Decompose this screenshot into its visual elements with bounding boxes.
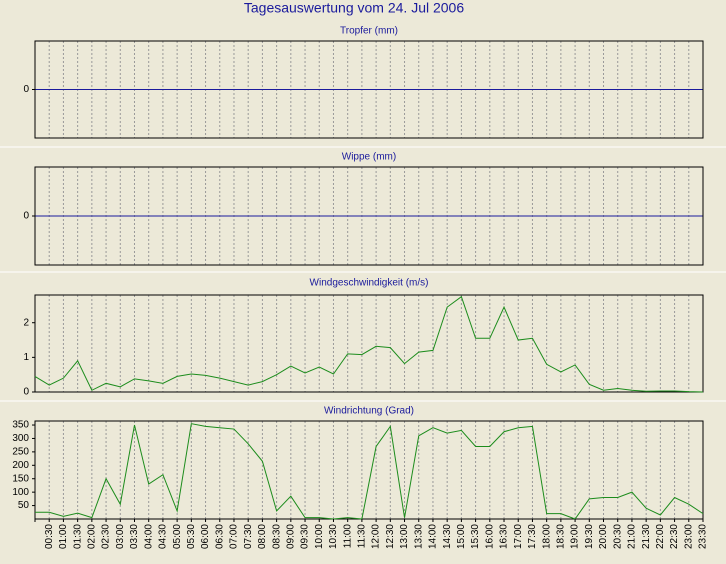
x-tick-label: 06:30 [214,524,225,549]
x-tick-label: 15:00 [456,524,467,549]
y-tick-label: 300 [12,433,29,444]
x-tick-label: 07:00 [229,524,240,549]
x-tick-label: 12:00 [371,524,382,549]
y-tick-label: 50 [18,500,30,511]
x-tick-label: 09:30 [300,524,311,549]
x-tick-label: 03:30 [129,524,140,549]
series-line [34,295,704,393]
x-tick-label: 22:30 [669,524,680,549]
x-tick-label: 02:30 [101,524,112,549]
x-tick-label: 13:00 [399,524,410,549]
chart-title: Windrichtung (Grad) [324,406,414,417]
x-tick-label: 01:30 [72,524,83,549]
x-tick-label: 03:00 [115,524,126,549]
plot-frame [34,40,704,139]
series-line [35,423,704,520]
y-tick-label: 350 [12,420,29,431]
x-tick-label: 23:30 [698,524,709,549]
plot-frame [34,420,704,520]
x-tick-label: 10:30 [328,524,339,549]
x-tick-label: 14:30 [442,524,453,549]
x-tick-label: 17:30 [527,524,538,549]
y-tick-label: 0 [23,387,29,398]
y-tick-label: 1 [23,352,29,363]
x-tick-label: 08:00 [257,524,268,549]
x-tick-label: 06:00 [200,524,211,549]
x-tick-label: 01:00 [58,524,69,549]
x-tick-label: 05:00 [172,524,183,549]
y-tick-label: 2 [23,317,29,328]
y-tick-label: 0 [23,84,29,95]
x-tick-label: 12:30 [385,524,396,549]
chart-title: Wippe (mm) [342,152,396,163]
x-tick-label: 17:00 [513,524,524,549]
x-tick-label: 05:30 [186,524,197,549]
y-tick-label: 100 [12,487,29,498]
x-tick-label: 11:00 [342,524,353,549]
x-tick-label: 20:30 [612,524,623,549]
x-tick-label: 16:30 [499,524,510,549]
x-tick-label: 21:00 [627,524,638,549]
x-tick-label: 19:00 [570,524,581,549]
y-tick-label: 250 [12,447,29,458]
x-tick-label: 10:00 [314,524,325,549]
x-tick-label: 14:00 [428,524,439,549]
x-tick-label: 20:00 [598,524,609,549]
y-tick-label: 150 [12,473,29,484]
x-tick-label: 23:00 [683,524,694,549]
x-tick-label: 15:30 [470,524,481,549]
y-tick-label: 0 [23,211,29,222]
x-tick-label: 16:00 [484,524,495,549]
x-tick-label: 22:00 [655,524,666,549]
x-tick-label: 09:00 [285,524,296,549]
x-tick-label: 04:00 [143,524,154,549]
x-tick-label: 07:30 [243,524,254,549]
x-tick-label: 04:30 [158,524,169,549]
x-tick-label: 00:30 [44,524,55,549]
x-tick-label: 18:00 [541,524,552,549]
chart-title: Tropfer (mm) [340,26,398,37]
page-title: Tagesauswertung vom 24. Jul 2006 [244,0,464,16]
x-tick-label: 11:30 [357,524,368,549]
x-tick-label: 08:30 [271,524,282,549]
plot-frame [34,294,704,393]
y-tick-label: 200 [12,460,29,471]
x-tick-label: 19:30 [584,524,595,549]
x-tick-label: 18:30 [556,524,567,549]
x-tick-label: 21:30 [641,524,652,549]
x-tick-label: 02:00 [86,524,97,549]
plot-frame [34,166,704,266]
x-tick-label: 13:30 [413,524,424,549]
chart-title: Windgeschwindigkeit (m/s) [310,278,429,289]
